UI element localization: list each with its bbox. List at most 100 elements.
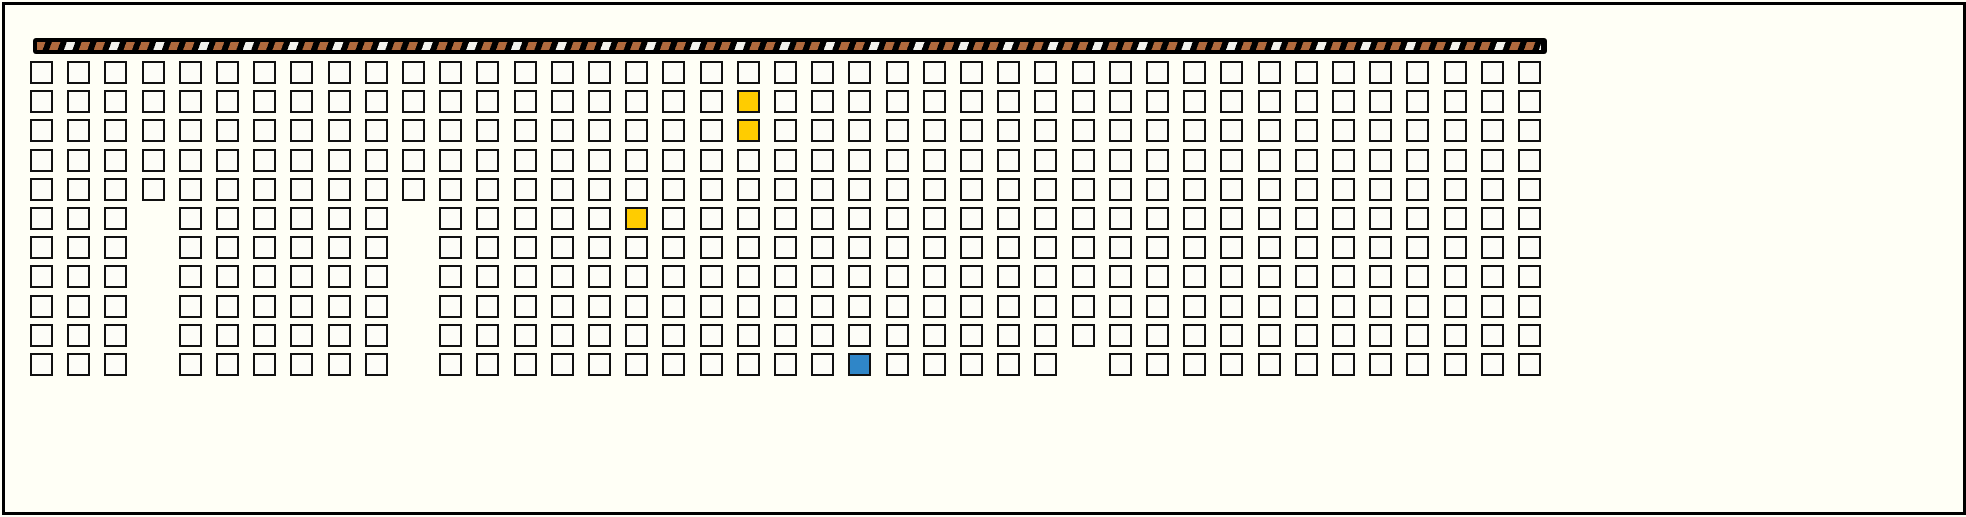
cell[interactable]: [513, 148, 537, 172]
cell[interactable]: [1332, 61, 1355, 84]
cell[interactable]: [1146, 236, 1169, 260]
cell[interactable]: [253, 323, 277, 347]
cell[interactable]: [1220, 294, 1244, 318]
cell[interactable]: [253, 207, 277, 230]
cell[interactable]: [1257, 294, 1281, 318]
cell[interactable]: [30, 207, 53, 230]
cell[interactable]: [178, 148, 202, 172]
cell[interactable]: [364, 207, 388, 230]
cell[interactable]: [811, 323, 835, 347]
cell[interactable]: [1183, 323, 1207, 347]
cell[interactable]: [960, 294, 983, 318]
cell[interactable]: [1220, 148, 1244, 172]
cell[interactable]: [439, 177, 463, 201]
cell[interactable]: [216, 148, 239, 172]
cell[interactable]: [1480, 90, 1504, 114]
cell[interactable]: [1220, 207, 1244, 230]
cell[interactable]: [662, 265, 686, 289]
cell[interactable]: [1406, 177, 1430, 201]
cell[interactable]: [1146, 90, 1169, 114]
cell[interactable]: [625, 90, 649, 114]
cell[interactable]: [476, 148, 500, 172]
cell[interactable]: [1220, 90, 1244, 114]
cell[interactable]: [1332, 119, 1355, 143]
cell[interactable]: [625, 177, 649, 201]
cell[interactable]: [1183, 207, 1207, 230]
cell[interactable]: [364, 90, 388, 114]
cell[interactable]: [922, 119, 946, 143]
cell[interactable]: [1257, 148, 1281, 172]
cell[interactable]: [1369, 119, 1393, 143]
cell[interactable]: [327, 265, 351, 289]
cell[interactable]: [774, 353, 797, 376]
cell[interactable]: [476, 207, 500, 230]
cell[interactable]: [1257, 207, 1281, 230]
cell[interactable]: [1220, 353, 1244, 376]
cell[interactable]: [104, 236, 128, 260]
cell[interactable]: [1257, 177, 1281, 201]
cell[interactable]: [104, 323, 128, 347]
cell[interactable]: [699, 61, 723, 84]
cell[interactable]: [588, 119, 611, 143]
cell[interactable]: [1443, 353, 1467, 376]
cell[interactable]: [67, 323, 91, 347]
cell[interactable]: [1146, 61, 1169, 84]
cell[interactable]: [1146, 177, 1169, 201]
cell[interactable]: [885, 265, 909, 289]
cell[interactable]: [1108, 90, 1132, 114]
cell[interactable]: [476, 61, 500, 84]
cell[interactable]: [1518, 148, 1541, 172]
cell[interactable]: [1146, 265, 1169, 289]
cell[interactable]: [662, 61, 686, 84]
cell[interactable]: [1518, 207, 1541, 230]
cell[interactable]: [997, 294, 1021, 318]
cell[interactable]: [402, 61, 425, 84]
cell[interactable]: [588, 353, 611, 376]
cell[interactable]: [1518, 90, 1541, 114]
cell[interactable]: [774, 236, 797, 260]
cell[interactable]: [1480, 265, 1504, 289]
cell[interactable]: [439, 90, 463, 114]
cell[interactable]: [67, 148, 91, 172]
cell[interactable]: [550, 294, 574, 318]
cell[interactable]: [625, 323, 649, 347]
cell[interactable]: [997, 90, 1021, 114]
cell[interactable]: [550, 353, 574, 376]
cell[interactable]: [476, 90, 500, 114]
cell[interactable]: [1034, 90, 1058, 114]
cell[interactable]: [1071, 236, 1095, 260]
cell[interactable]: [1406, 207, 1430, 230]
cell[interactable]: [811, 90, 835, 114]
cell[interactable]: [774, 265, 797, 289]
cell[interactable]: [216, 236, 239, 260]
cell[interactable]: [1369, 236, 1393, 260]
cell[interactable]: [327, 61, 351, 84]
cell[interactable]: [1332, 148, 1355, 172]
cell[interactable]: [30, 323, 53, 347]
cell[interactable]: [104, 294, 128, 318]
cell[interactable]: [662, 148, 686, 172]
cell[interactable]: [1443, 236, 1467, 260]
cell[interactable]: [216, 265, 239, 289]
cell[interactable]: [736, 294, 760, 318]
cell[interactable]: [141, 148, 165, 172]
cell[interactable]: [1294, 148, 1318, 172]
cell[interactable]: [1108, 353, 1132, 376]
cell[interactable]: [699, 177, 723, 201]
cell[interactable]: [922, 177, 946, 201]
cell[interactable]: [476, 119, 500, 143]
cell[interactable]: [30, 294, 53, 318]
cell[interactable]: [550, 90, 574, 114]
cell[interactable]: [997, 148, 1021, 172]
cell[interactable]: [848, 236, 872, 260]
cell[interactable]: [736, 353, 760, 376]
cell[interactable]: [662, 323, 686, 347]
cell[interactable]: [811, 61, 835, 84]
cell[interactable]: [625, 119, 649, 143]
cell[interactable]: [1220, 119, 1244, 143]
cell[interactable]: [1406, 61, 1430, 84]
cell[interactable]: [1406, 353, 1430, 376]
cell[interactable]: [476, 323, 500, 347]
cell[interactable]: [513, 119, 537, 143]
cell[interactable]: [960, 177, 983, 201]
